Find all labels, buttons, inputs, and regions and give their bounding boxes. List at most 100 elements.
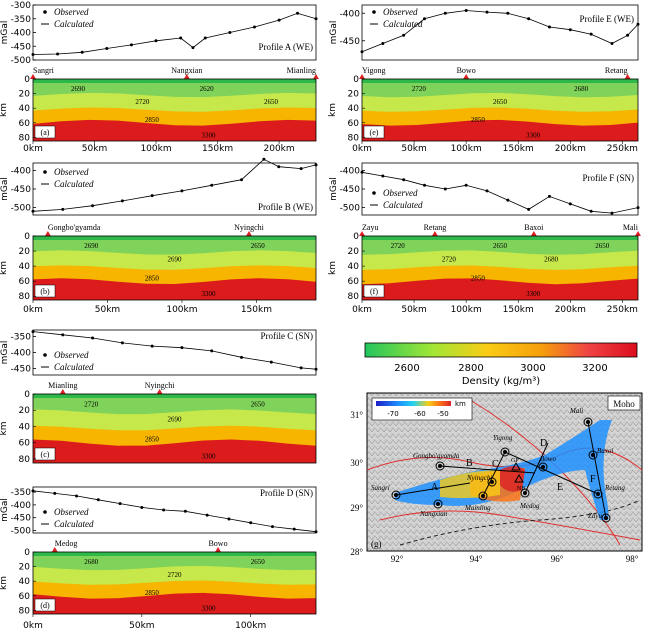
moho-swath-peak	[500, 466, 525, 492]
observed-point	[270, 525, 274, 529]
observed-point	[240, 178, 244, 182]
station-name: Bowo	[208, 539, 227, 548]
legend-observed-marker	[43, 170, 47, 174]
density-label: 2680	[574, 85, 589, 93]
observed-point	[227, 517, 231, 521]
depth-tick-label: 40	[19, 104, 31, 114]
surface-layer	[33, 236, 316, 240]
map-title: Moho	[613, 399, 635, 409]
panel-letter: (f)	[370, 287, 378, 296]
station-marker	[313, 74, 319, 79]
density-label: 2650	[264, 98, 279, 106]
depth-tick-label: 20	[19, 406, 31, 416]
depth-axis-label: km	[0, 103, 9, 117]
moho-unit: km	[455, 400, 466, 408]
observed-point	[75, 494, 79, 498]
observed-point	[589, 32, 593, 36]
depth-axis-label: km	[328, 261, 338, 275]
panel-letter-box	[34, 125, 56, 139]
gravity-tick-label: -400	[11, 501, 32, 511]
profile-letter: F	[590, 474, 596, 485]
depth-tick-label: 80	[19, 455, 31, 465]
station-name: Nyingchi	[234, 223, 265, 232]
panel-letter-box	[363, 125, 385, 139]
observed-point	[53, 491, 57, 495]
colorbar-label: Density (kg/m³)	[462, 376, 540, 387]
place-label: Zayu	[588, 512, 603, 520]
observed-point	[183, 509, 187, 513]
upper-crust-layer	[362, 79, 638, 98]
profile-title: Profile F (SN)	[583, 173, 635, 183]
x-tick-label: 100km	[140, 144, 171, 154]
observed-point	[443, 187, 447, 191]
station-marker	[624, 74, 631, 79]
observed-point	[262, 157, 266, 161]
density-label: 2720	[168, 571, 183, 579]
observed-point	[381, 42, 385, 45]
observed-point	[402, 33, 406, 37]
observed-point	[314, 530, 318, 534]
observed-point	[150, 194, 154, 198]
observed-point	[210, 183, 214, 187]
x-tick-label: 50km	[129, 621, 154, 631]
depth-tick-label: 40	[348, 104, 360, 114]
station-name: Nyingchi	[145, 381, 176, 390]
gravity-tick-label: -450	[11, 185, 32, 195]
legend-observed-marker	[43, 510, 47, 514]
observed-point	[314, 17, 318, 21]
depth-axis-label: km	[328, 103, 338, 117]
observed-point	[506, 198, 510, 202]
panel-letter-box	[34, 447, 56, 461]
station-marker	[463, 74, 470, 79]
x-tick-label: 0km	[23, 144, 43, 154]
observed-point	[120, 199, 124, 203]
place-label: Nangxian	[419, 510, 448, 518]
observed-point	[360, 50, 364, 54]
station-name: Retang	[424, 223, 447, 232]
legend-observed-label: Observed	[54, 350, 89, 360]
density-label: 2690	[84, 242, 99, 250]
place-label: Gongbo'gyamda	[413, 452, 460, 460]
observed-point	[118, 502, 122, 506]
legend-observed-label: Observed	[383, 188, 418, 198]
colorbar-tick: 2600	[394, 363, 419, 374]
observed-point	[205, 513, 209, 517]
place-label: Nyingchi	[466, 474, 492, 482]
place-label: Medog	[519, 502, 540, 510]
density-label: 2650	[595, 242, 610, 250]
x-tick-label: 0km	[352, 305, 372, 315]
observed-point	[179, 36, 183, 40]
observed-point	[105, 46, 109, 50]
gravity-frame	[32, 486, 317, 534]
section-frame	[32, 235, 317, 301]
observed-point	[547, 25, 551, 29]
observed-point	[140, 505, 144, 509]
observed-point	[277, 18, 281, 22]
x-tick-label: 100km	[166, 305, 197, 315]
station-marker	[183, 74, 190, 79]
density-label: 3300	[526, 131, 541, 139]
calculated-curve	[32, 158, 317, 212]
x-tick-label: 250km	[607, 144, 638, 154]
station-marker	[156, 389, 163, 394]
observed-point	[91, 204, 95, 208]
station-name: Sangri	[33, 66, 55, 75]
station-name: Mianling	[287, 66, 316, 75]
profile-line-d	[524, 442, 549, 494]
gravity-tick-label: -350	[11, 332, 32, 342]
observed-point	[191, 46, 195, 50]
density-label: 3300	[201, 604, 216, 612]
profile-letter: B	[466, 458, 473, 469]
depth-tick-label: 20	[19, 90, 31, 100]
x-tick-label: 50km	[401, 305, 426, 315]
profile-line-c	[482, 451, 506, 497]
place-label: Retang	[604, 484, 625, 492]
observed-point	[443, 11, 447, 15]
depth-tick-label: 20	[19, 563, 31, 573]
observed-point	[402, 178, 406, 182]
profile-title: Profile A (WE)	[259, 42, 314, 52]
density-label: 3300	[526, 290, 541, 298]
upper-crust-layer	[33, 552, 316, 571]
